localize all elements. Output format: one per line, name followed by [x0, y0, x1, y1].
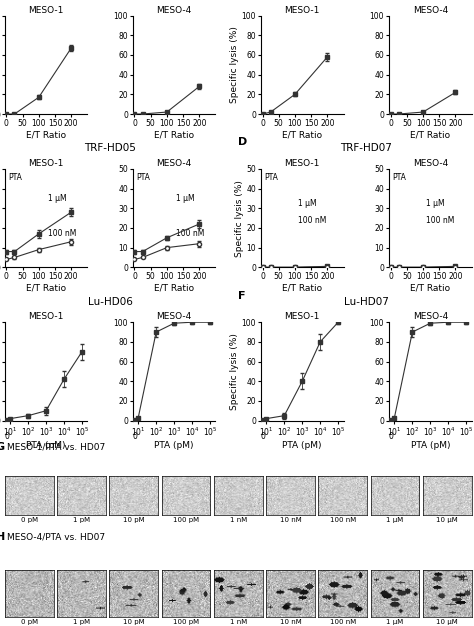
X-axis label: E/T Ratio: E/T Ratio — [26, 284, 66, 293]
X-axis label: 0 pM: 0 pM — [20, 618, 38, 625]
X-axis label: 100 pM: 100 pM — [173, 517, 199, 523]
X-axis label: PTA (pM): PTA (pM) — [283, 441, 322, 449]
X-axis label: 1 μM: 1 μM — [386, 618, 403, 625]
Text: 100 nM: 100 nM — [48, 229, 76, 239]
Text: MESO-4/PTA vs. HD07: MESO-4/PTA vs. HD07 — [7, 533, 105, 541]
Text: PTA: PTA — [8, 173, 22, 182]
Text: 0: 0 — [4, 433, 9, 441]
Title: MESO-4: MESO-4 — [156, 6, 192, 15]
Text: 0: 0 — [389, 433, 393, 441]
X-axis label: 10 pM: 10 pM — [123, 618, 145, 625]
X-axis label: 100 nM: 100 nM — [329, 517, 356, 523]
Text: H: H — [0, 531, 5, 541]
X-axis label: E/T Ratio: E/T Ratio — [410, 284, 450, 293]
X-axis label: E/T Ratio: E/T Ratio — [154, 131, 194, 140]
Text: 1 μM: 1 μM — [48, 194, 66, 203]
Y-axis label: Specific lysis (%): Specific lysis (%) — [230, 26, 239, 103]
X-axis label: 1 pM: 1 pM — [73, 618, 90, 625]
Title: MESO-1: MESO-1 — [284, 312, 320, 321]
Text: 1 μM: 1 μM — [176, 194, 194, 203]
Text: PTA: PTA — [264, 173, 278, 182]
Text: D: D — [238, 137, 247, 147]
Text: TRF-HD05: TRF-HD05 — [84, 143, 136, 153]
Text: 0: 0 — [132, 433, 137, 441]
X-axis label: 10 nM: 10 nM — [280, 517, 301, 523]
Title: MESO-4: MESO-4 — [413, 159, 448, 168]
Text: 100 nM: 100 nM — [426, 215, 455, 225]
X-axis label: E/T Ratio: E/T Ratio — [282, 284, 322, 293]
Text: TRF-HD07: TRF-HD07 — [340, 143, 392, 153]
X-axis label: 10 nM: 10 nM — [280, 618, 301, 625]
X-axis label: E/T Ratio: E/T Ratio — [154, 284, 194, 293]
Text: 0: 0 — [261, 433, 265, 441]
X-axis label: PTA (pM): PTA (pM) — [27, 441, 66, 449]
Title: MESO-1: MESO-1 — [284, 159, 320, 168]
X-axis label: 0 pM: 0 pM — [20, 517, 38, 523]
Title: MESO-1: MESO-1 — [284, 6, 320, 15]
X-axis label: 1 μM: 1 μM — [386, 517, 403, 523]
X-axis label: PTA (pM): PTA (pM) — [410, 441, 450, 449]
Text: PTA: PTA — [392, 173, 406, 182]
X-axis label: E/T Ratio: E/T Ratio — [282, 131, 322, 140]
Title: MESO-4: MESO-4 — [413, 6, 448, 15]
Text: 100 nM: 100 nM — [176, 229, 204, 239]
Text: G: G — [0, 442, 5, 452]
Text: Lu-HD07: Lu-HD07 — [344, 297, 389, 307]
Text: F: F — [238, 290, 245, 300]
X-axis label: E/T Ratio: E/T Ratio — [26, 131, 66, 140]
Text: PTA: PTA — [136, 173, 150, 182]
Title: MESO-1: MESO-1 — [28, 312, 64, 321]
X-axis label: 1 nM: 1 nM — [229, 618, 247, 625]
Title: MESO-4: MESO-4 — [156, 312, 192, 321]
X-axis label: E/T Ratio: E/T Ratio — [410, 131, 450, 140]
X-axis label: 1 pM: 1 pM — [73, 517, 90, 523]
Text: MESO-1/PTA vs. HD07: MESO-1/PTA vs. HD07 — [7, 443, 105, 452]
X-axis label: 100 nM: 100 nM — [329, 618, 356, 625]
X-axis label: 10 μM: 10 μM — [437, 517, 458, 523]
Title: MESO-1: MESO-1 — [28, 159, 64, 168]
Title: MESO-1: MESO-1 — [28, 6, 64, 15]
X-axis label: 100 pM: 100 pM — [173, 618, 199, 625]
Y-axis label: Specific lysis (%): Specific lysis (%) — [230, 333, 239, 410]
X-axis label: 1 nM: 1 nM — [229, 517, 247, 523]
Text: 1 μM: 1 μM — [298, 199, 317, 208]
X-axis label: 10 pM: 10 pM — [123, 517, 145, 523]
Title: MESO-4: MESO-4 — [413, 312, 448, 321]
Y-axis label: Specific lysis (%): Specific lysis (%) — [235, 180, 244, 257]
X-axis label: 10 μM: 10 μM — [437, 618, 458, 625]
X-axis label: PTA (pM): PTA (pM) — [155, 441, 194, 449]
Text: Lu-HD06: Lu-HD06 — [88, 297, 133, 307]
Text: 1 μM: 1 μM — [426, 199, 445, 208]
Title: MESO-4: MESO-4 — [156, 159, 192, 168]
Text: 100 nM: 100 nM — [298, 215, 327, 225]
